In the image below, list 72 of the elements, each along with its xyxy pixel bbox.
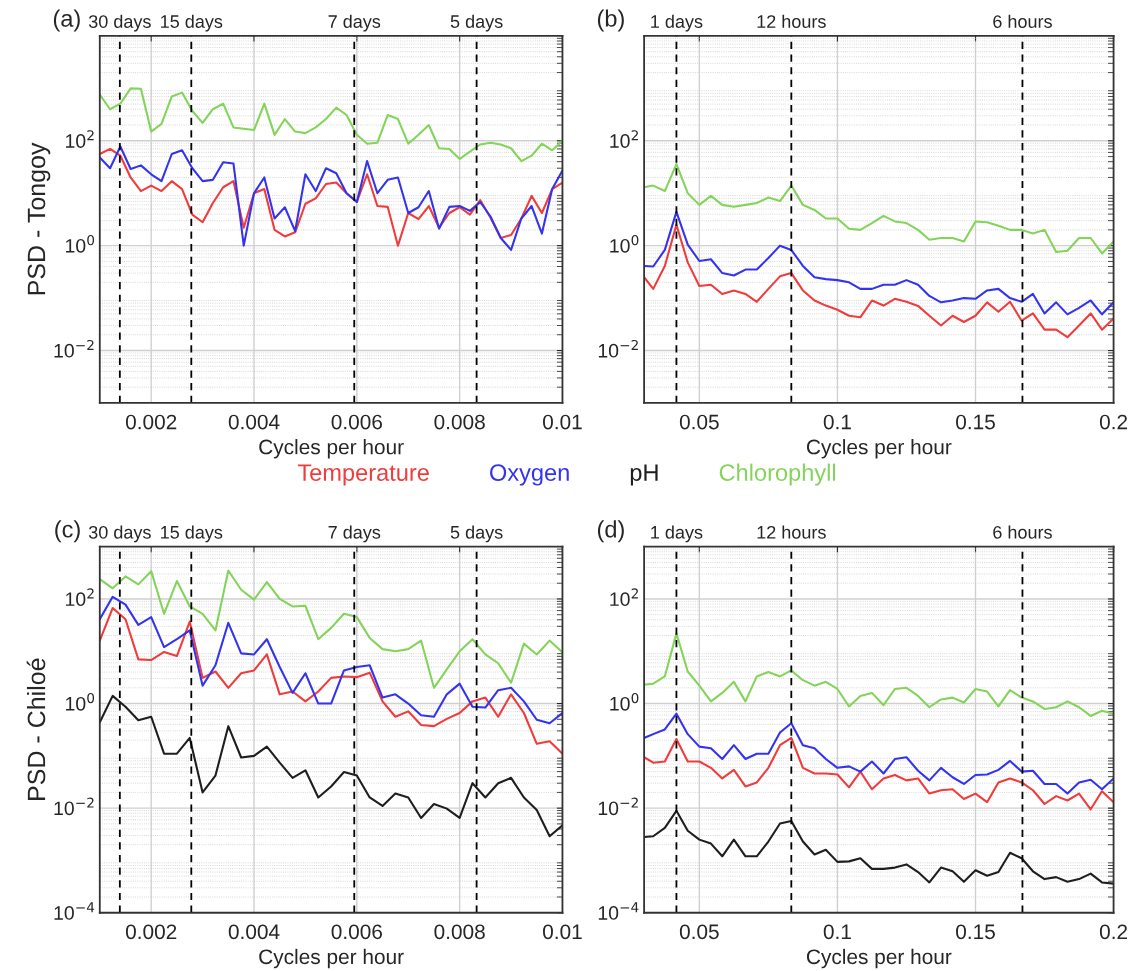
text: Oxygen <box>490 464 569 486</box>
line-series <box>99 694 563 838</box>
x-tick-label: 0.008 <box>434 414 485 430</box>
x-tick-label: 0.05 <box>679 924 719 940</box>
text: Temperature <box>297 464 429 486</box>
x-tick-label: 0.006 <box>331 924 382 940</box>
ref-line-label: 5 days <box>450 525 503 543</box>
y-axis-title: PSD - Chiloé <box>26 658 46 800</box>
x-tick-label: 0.008 <box>434 924 485 940</box>
x-tick-label: 0.2 <box>1099 924 1128 940</box>
line-series <box>99 87 563 163</box>
x-tick-label: 0.01 <box>543 924 582 940</box>
x-tick-label: 0.1 <box>823 924 851 940</box>
x-tick-label: 0.1 <box>823 414 851 430</box>
chart-title: (d) <box>597 520 624 543</box>
y-tick-label: 10$^{−4}$ <box>598 902 639 920</box>
line-series <box>644 163 1114 255</box>
y-tick-label: 10$^{0}$ <box>610 692 639 711</box>
y-tick-label: 10$^{−2}$ <box>54 797 94 816</box>
line-series <box>644 736 1114 811</box>
ref-line-label: 15 days <box>161 525 223 543</box>
line-series <box>644 223 1114 339</box>
ref-line-label: 12 hours <box>757 14 826 28</box>
x-tick-label: 0.002 <box>125 924 177 940</box>
y-tick-label: 10$^{0}$ <box>66 692 95 711</box>
x-tick-label: 0.004 <box>228 924 280 940</box>
x-tick-label: 0.004 <box>228 414 280 430</box>
y-tick-label: 10$^{2}$ <box>610 588 638 607</box>
line-series <box>644 712 1114 795</box>
text: Chlorophyll <box>719 463 836 486</box>
y-tick-label: 10$^{−4}$ <box>54 902 95 920</box>
line-series <box>99 595 563 725</box>
x-tick-label: 0.002 <box>125 414 177 430</box>
ref-line-label: 30 days <box>88 14 151 32</box>
chart-title: (c) <box>55 520 80 543</box>
ref-line-label: 1 days <box>651 14 703 32</box>
line-series <box>644 210 1114 316</box>
ref-line-label: 15 days <box>161 14 223 32</box>
y-tick-label: 10$^{2}$ <box>66 130 94 148</box>
x-axis-title: Cycles per hour <box>806 948 952 969</box>
ref-line-label: 1 days <box>651 525 703 543</box>
line-series <box>644 809 1114 885</box>
y-tick-label: 10$^{2}$ <box>66 588 94 607</box>
ref-line-label: 12 hours <box>757 525 826 539</box>
y-tick-label: 10$^{0}$ <box>610 235 639 253</box>
x-axis-title: Cycles per hour <box>259 948 404 969</box>
x-tick-label: 0.01 <box>543 414 582 430</box>
y-tick-label: 10$^{0}$ <box>66 235 95 253</box>
line-series <box>99 569 563 689</box>
x-tick-label: 0.006 <box>331 414 382 430</box>
y-tick-label: 10$^{−2}$ <box>598 797 638 816</box>
x-axis-title: Cycles per hour <box>806 439 952 459</box>
line-series <box>644 632 1114 717</box>
x-tick-label: 0.15 <box>956 414 995 430</box>
x-tick-label: 0.15 <box>956 924 995 940</box>
ref-line-label: 7 days <box>328 14 381 32</box>
y-tick-label: 10$^{−2}$ <box>598 339 638 358</box>
ref-line-label: 6 hours <box>993 525 1052 539</box>
text: pH <box>630 464 658 486</box>
line-series <box>99 607 563 755</box>
ref-line-label: 7 days <box>328 525 381 543</box>
x-tick-label: 0.05 <box>679 414 719 430</box>
y-axis-title: PSD - Tongoy <box>27 142 51 295</box>
y-tick-label: 10$^{2}$ <box>610 130 638 148</box>
x-axis-title: Cycles per hour <box>259 439 404 459</box>
y-tick-label: 10$^{−2}$ <box>54 339 94 358</box>
ref-line-label: 6 hours <box>993 14 1052 28</box>
ref-line-label: 30 days <box>88 525 151 543</box>
x-tick-label: 0.2 <box>1099 414 1128 430</box>
ref-line-label: 5 days <box>450 14 503 32</box>
chart-title: (a) <box>53 9 80 32</box>
chart-title: (b) <box>597 9 624 32</box>
